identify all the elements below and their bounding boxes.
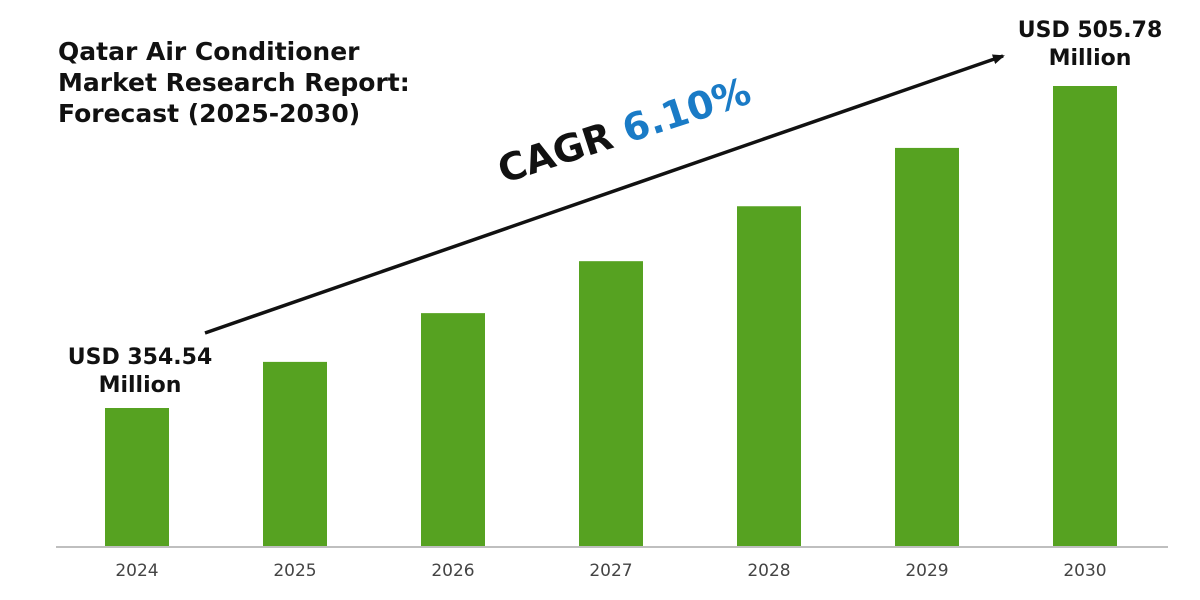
- bar-2030: [1053, 86, 1117, 547]
- x-tick-label-2026: 2026: [431, 561, 474, 581]
- start-value-unit: Million: [98, 373, 182, 398]
- end-value-unit: Million: [1048, 46, 1132, 71]
- bar-2026: [421, 313, 485, 547]
- x-tick-label-2029: 2029: [905, 561, 948, 581]
- x-tick-label-2027: 2027: [589, 561, 632, 581]
- bar-2029: [895, 147, 959, 547]
- end-value-amount: USD 505.78: [1017, 18, 1163, 43]
- x-tick-label-2028: 2028: [747, 561, 790, 581]
- start-value-label: USD 354.54 Million: [40, 344, 240, 400]
- start-value-amount: USD 354.54: [67, 345, 213, 370]
- chart-title: Qatar Air Conditioner Market Research Re…: [58, 36, 478, 129]
- bar-2027: [579, 261, 643, 547]
- trend-arrow: [204, 54, 1005, 335]
- bar-2024: [105, 408, 169, 547]
- x-tick-label-2025: 2025: [273, 561, 316, 581]
- title-line-2: Market Research Report:: [58, 68, 410, 97]
- end-value-label: USD 505.78 Million: [990, 17, 1190, 73]
- x-tick-labels: 2024 2025 2026 2027 2028 2029 2030: [115, 561, 1106, 581]
- x-tick-label-2030: 2030: [1063, 561, 1106, 581]
- title-line-3: Forecast (2025-2030): [58, 99, 361, 128]
- x-tick-label-2024: 2024: [115, 561, 158, 581]
- bar-group: [105, 86, 1117, 547]
- bar-2028: [737, 206, 801, 547]
- bar-2025: [263, 361, 327, 547]
- title-line-1: Qatar Air Conditioner: [58, 37, 360, 66]
